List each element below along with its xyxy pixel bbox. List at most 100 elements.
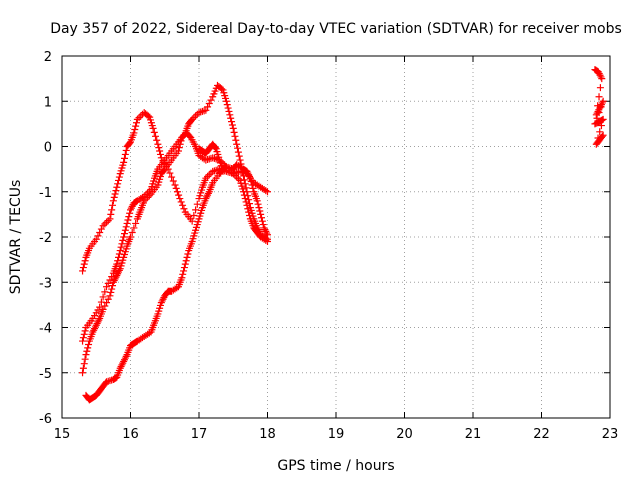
data-point [121,150,129,158]
data-point [90,326,98,334]
series-track-b [79,81,271,345]
data-point [166,169,174,177]
data-point [236,156,244,164]
data-point [181,260,189,268]
data-point [126,209,134,217]
data-point [596,104,604,112]
data-point [101,288,109,296]
data-point [224,104,232,112]
data-point [193,200,201,208]
data-point [106,292,114,300]
x-tick-label: 18 [259,427,276,442]
data-point [132,219,140,227]
data-point [242,198,250,206]
data-point [234,175,242,183]
data-point [202,106,210,114]
data-point [132,119,140,127]
data-point [103,283,111,291]
data-point [244,205,252,213]
data-point [121,230,129,238]
data-point [222,97,230,105]
y-tick-labels: -6 -5 -4 -3 -2 -1 0 1 2 [39,50,52,427]
data-point [182,257,190,265]
data-point [227,114,235,122]
data-point [107,210,115,218]
data-point [81,355,89,363]
data-point [231,132,239,140]
data-point [91,323,99,331]
data-point [80,360,88,368]
data-point [264,238,271,246]
data-point [120,233,128,241]
data-point [179,201,187,209]
data-point [240,172,248,180]
data-point [218,85,226,93]
data-point [104,295,112,303]
data-point [81,257,89,265]
x-tick-label: 17 [191,427,208,442]
data-point [243,201,251,209]
data-point [115,176,123,184]
series-track-e [195,140,227,175]
data-point [82,351,90,359]
data-point [125,213,133,221]
y-tick-label: -1 [39,186,52,201]
data-point [84,344,92,352]
data-point [122,146,130,154]
data-point [111,190,119,198]
data-point [230,128,238,136]
data-point [112,187,120,195]
data-point [108,206,116,214]
data-point [123,219,131,227]
data-point [103,218,111,226]
data-point [97,225,105,233]
data-point [121,354,129,362]
data-point [133,115,141,123]
data-point [188,115,196,123]
data-point [225,107,233,115]
data-point [79,267,87,275]
y-tick-label: -4 [39,322,52,337]
data-points [79,66,607,404]
data-point [94,232,102,240]
data-point [254,200,262,208]
data-point [228,121,236,129]
data-point [595,70,603,78]
data-point [127,206,134,214]
data-point [229,124,237,132]
data-point [89,328,97,336]
data-point [79,334,87,342]
data-point [234,148,242,156]
data-point [150,128,158,136]
series-track-d [82,161,271,404]
data-point [235,152,243,160]
data-point [596,71,604,79]
data-point [594,107,602,115]
data-point [109,278,117,286]
data-point [101,220,109,228]
data-point [156,150,164,158]
data-point [256,207,264,215]
data-point [140,197,148,205]
data-point [249,184,257,192]
x-tick-label: 23 [602,427,619,442]
data-point [122,352,130,360]
data-point [597,73,605,81]
data-point [177,198,185,206]
x-tick-label: 21 [465,427,482,442]
data-point [144,193,152,201]
data-point [599,131,607,139]
data-point [99,293,107,301]
y-tick-label: -2 [39,231,52,246]
data-point [207,96,215,104]
data-point [157,299,165,307]
data-point [263,229,271,237]
data-point [79,364,87,372]
data-point [152,132,160,140]
data-point [180,205,188,213]
data-point [155,144,163,152]
data-point [598,75,606,83]
x-axis-label: GPS time / hours [277,458,394,474]
data-point [240,188,248,196]
data-point [119,236,127,244]
